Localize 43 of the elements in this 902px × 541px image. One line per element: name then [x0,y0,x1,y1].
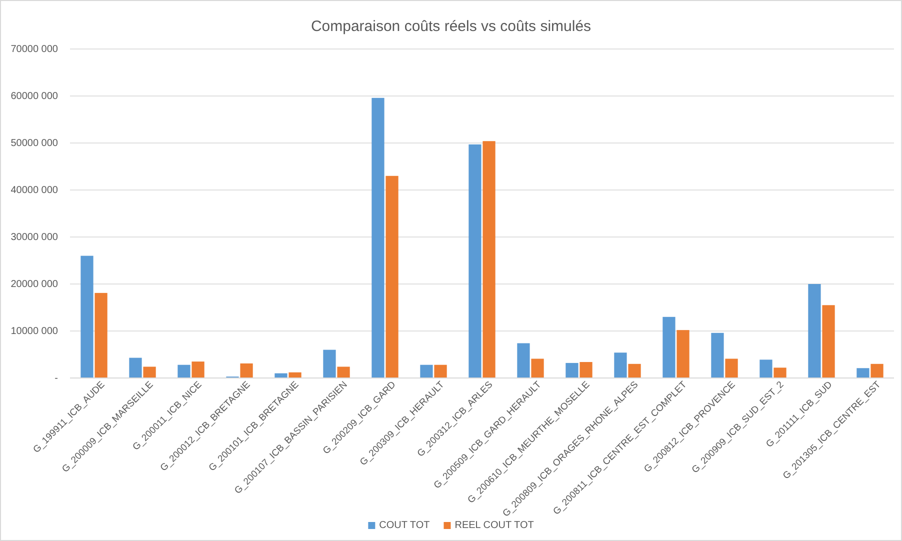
bar [822,305,835,378]
bar [372,98,384,378]
bar [386,176,398,378]
bar [614,352,627,378]
bar [323,350,336,378]
bar [774,368,786,378]
legend-label: REEL COUT TOT [454,520,534,531]
bar [531,358,544,378]
bar [143,366,156,378]
bar [482,141,496,378]
bar [760,360,772,378]
bar [192,362,204,378]
bar [80,256,94,378]
chart-title: Comparaison coûts réels vs coûts simulés [310,18,592,35]
y-tick-label: 20000 000 [10,279,58,290]
bar [337,366,350,378]
bar [566,362,578,378]
bar [580,362,592,378]
y-tick-label: 40000 000 [10,185,58,196]
bar [517,343,530,378]
bar [468,144,482,378]
y-tick-label: 50000 000 [10,138,58,150]
bar [628,364,641,378]
y-tick-label: 10000 000 [10,326,58,338]
bar [662,316,676,378]
y-tick-label: 70000 000 [10,44,58,56]
bar [129,358,142,378]
legend-label: COUT TOT [379,520,430,531]
bar [808,284,821,378]
bar [178,364,190,378]
bar [240,363,253,378]
bar [434,364,447,378]
bar [676,330,690,378]
y-tick-label: 30000 000 [10,232,58,244]
y-tick-label: - [54,373,58,384]
bar [856,368,870,378]
bar [711,332,724,378]
y-tick-label: 60000 000 [10,91,58,102]
bar [94,292,108,378]
bar [288,372,302,378]
bar [420,364,433,378]
bar [870,364,884,378]
bar [725,358,738,378]
